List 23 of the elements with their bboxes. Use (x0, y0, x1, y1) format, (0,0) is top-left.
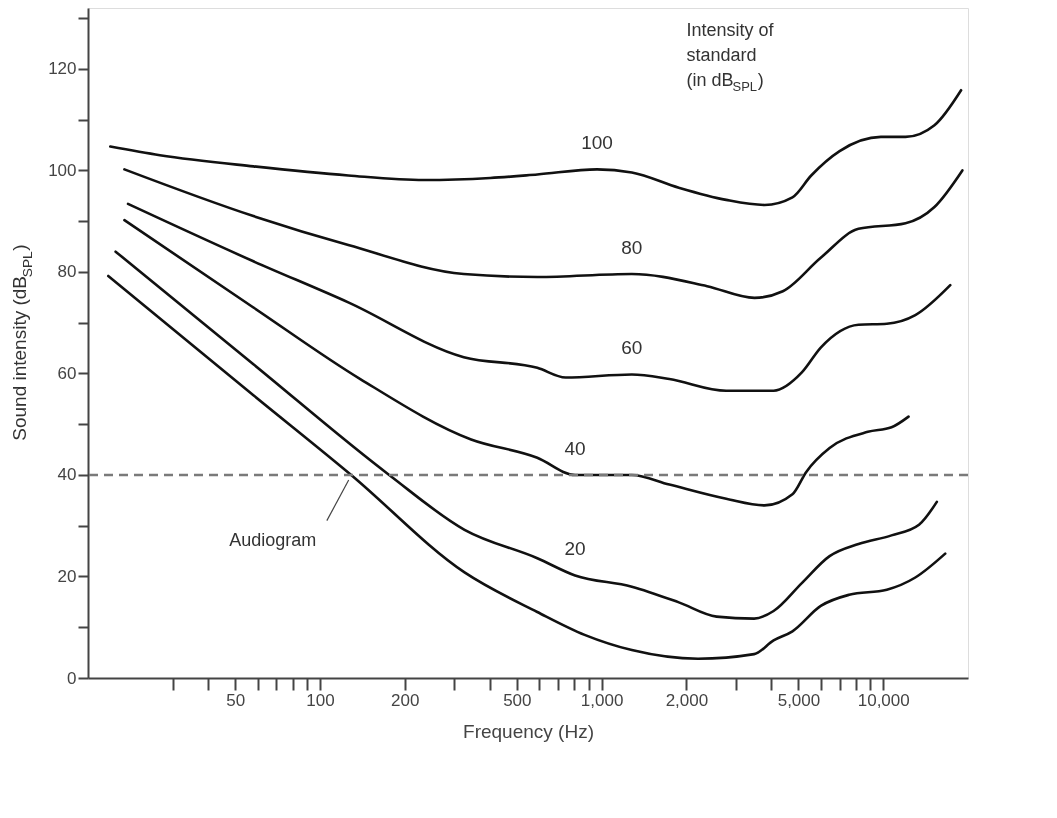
annotation: Audiogram (229, 529, 317, 550)
y-tick-label: 20 (57, 566, 77, 586)
x-tick-label: 500 (503, 690, 532, 710)
y-tick-label: 60 (57, 363, 77, 383)
y-tick-label: 100 (48, 160, 77, 180)
series-label: 100 (581, 132, 613, 154)
x-tick-label: 5,000 (777, 690, 821, 710)
x-tick-label: 1,000 (580, 690, 624, 710)
y-tick-label: 120 (48, 59, 77, 79)
x-tick-label: 100 (306, 690, 335, 710)
y-tick-label: 80 (57, 262, 77, 282)
x-tick-label: 50 (226, 690, 246, 710)
x-tick-label: 200 (391, 690, 420, 710)
y-tick-label: 0 (67, 668, 77, 688)
x-tick-label: 2,000 (665, 690, 709, 710)
y-axis-title: Sound intensity (dBSPL) (9, 244, 35, 441)
x-tick-label: 10,000 (857, 690, 910, 710)
x-axis-title: Frequency (Hz) (463, 720, 594, 742)
y-tick-label: 40 (57, 465, 77, 485)
series-label: 20 (564, 538, 586, 560)
series-label: 60 (621, 337, 643, 359)
series-label: 80 (621, 236, 643, 258)
series-label: 40 (564, 437, 586, 459)
